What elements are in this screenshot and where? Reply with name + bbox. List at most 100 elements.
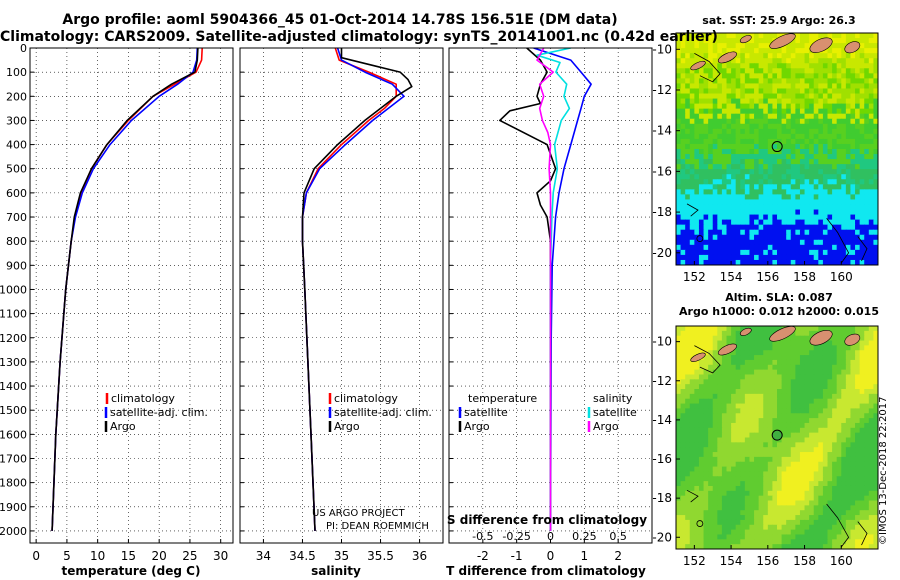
map-cell [763, 374, 769, 380]
map-cell [731, 359, 737, 366]
map-cell [827, 93, 833, 100]
map-cell [712, 98, 718, 105]
map-cell [680, 422, 686, 429]
map-cell [744, 224, 751, 231]
map-cell [763, 495, 769, 502]
map-cell [827, 204, 833, 211]
map-cell [850, 154, 856, 160]
map-cell [703, 427, 709, 434]
map-cell [749, 335, 755, 342]
map-cell [698, 234, 705, 241]
map-cell [799, 442, 806, 448]
map-cell [832, 330, 838, 337]
map-cell [822, 164, 829, 170]
map-cell [698, 413, 705, 419]
map-cell [841, 118, 847, 125]
legend-t-satellite: satellite [464, 406, 508, 419]
map-cell [749, 184, 755, 190]
map-cell [708, 53, 714, 59]
map-cell [731, 519, 737, 526]
map-cell [708, 93, 714, 100]
map-cell [777, 204, 783, 211]
x-tick-label: 0 [32, 549, 40, 563]
map-cell [680, 149, 686, 155]
map-cell [827, 229, 833, 236]
map-cell [754, 244, 760, 251]
map-cell [827, 500, 833, 506]
map-cell [763, 534, 769, 540]
map-cell [721, 73, 728, 79]
map-cell [763, 437, 769, 443]
map-cell [795, 466, 801, 473]
map-cell [726, 330, 732, 337]
map-cell [845, 149, 852, 155]
map-cell [703, 326, 709, 332]
map-cell [680, 510, 686, 516]
map-cell [767, 244, 774, 251]
map-cell [832, 199, 838, 206]
map-cell [763, 442, 769, 448]
map-cell [832, 43, 838, 49]
map-cell [735, 369, 741, 376]
map-cell [868, 471, 875, 477]
map-cell [767, 68, 774, 74]
map-cell [822, 123, 829, 130]
map-cell [790, 539, 796, 545]
map-cell [827, 199, 833, 206]
map-cell [850, 476, 856, 482]
map-cell [689, 398, 695, 405]
y-tick-label: 1600 [0, 428, 27, 441]
map-cell [735, 33, 741, 39]
map-cell [850, 510, 856, 516]
map-cell [717, 364, 723, 371]
map-cell [772, 510, 778, 516]
map-cell [859, 505, 865, 511]
map-cell [845, 128, 852, 135]
map-cell [754, 63, 760, 69]
map-cell [726, 174, 732, 180]
map-cell [735, 88, 741, 95]
map-cell [804, 432, 810, 439]
map-cell [735, 128, 741, 135]
map-cell [850, 78, 856, 85]
map-cell [795, 48, 801, 54]
map-cell [694, 515, 700, 521]
map-cell [777, 68, 783, 74]
map-cell [726, 259, 732, 265]
map-cell [698, 379, 705, 385]
map-cell [859, 98, 865, 105]
map-cell [740, 413, 746, 419]
map-cell [763, 224, 769, 231]
map-cell [786, 93, 792, 100]
legend-climatology: climatology [111, 392, 175, 405]
map-cell [850, 471, 856, 477]
map-cell [790, 123, 796, 130]
map-cell [703, 118, 709, 125]
map-cell [836, 422, 842, 429]
map-cell [795, 244, 801, 251]
map-cell [685, 214, 691, 221]
map-cell [841, 340, 847, 346]
map-cell [767, 33, 774, 39]
map-cell [850, 432, 856, 439]
map-cell [832, 403, 838, 410]
map-cell [772, 164, 778, 170]
map-cell [735, 103, 741, 110]
map-cell [813, 350, 819, 356]
map-cell [859, 398, 865, 405]
map-cell [763, 398, 769, 405]
map-cell [832, 510, 838, 516]
map-cell [749, 103, 755, 110]
map-cell [717, 43, 723, 49]
map-cell [799, 169, 806, 175]
map-cell [809, 53, 815, 59]
map-cell [758, 490, 764, 497]
map-cell [809, 529, 815, 536]
map-cell [777, 384, 783, 390]
map-cell [822, 544, 829, 549]
map-cell [708, 249, 714, 256]
map-cell [827, 447, 833, 453]
map-cell [850, 461, 856, 468]
map-cell [685, 143, 691, 150]
map-cell [763, 219, 769, 226]
